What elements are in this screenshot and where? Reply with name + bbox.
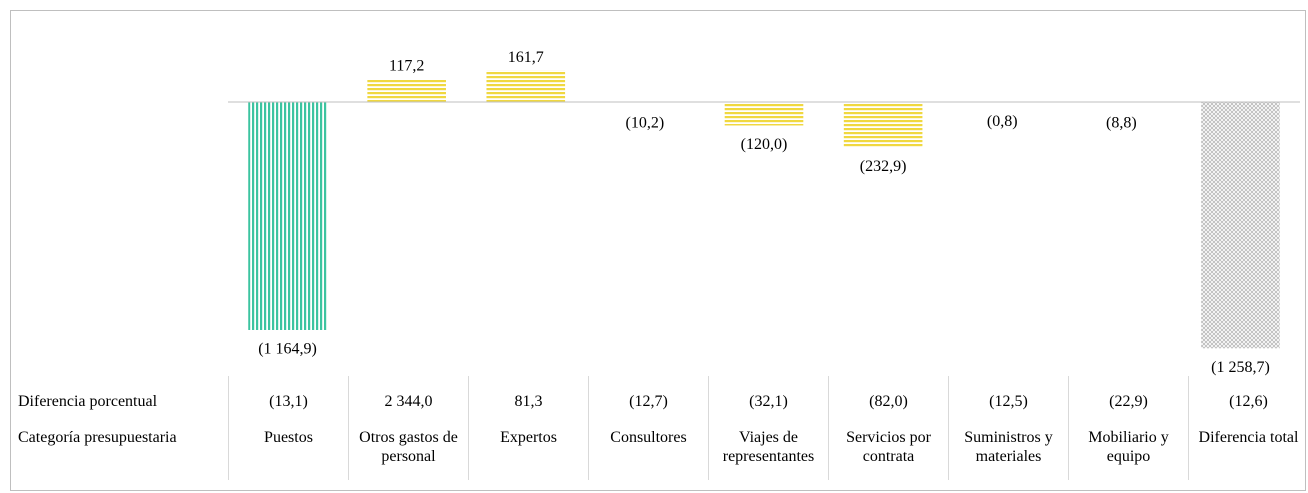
category-label: Expertos	[468, 428, 589, 480]
value-label: (232,9)	[860, 158, 907, 175]
bar	[1082, 101, 1161, 104]
percent-difference: (12,6)	[1188, 376, 1308, 428]
bar	[486, 70, 566, 102]
row-label: Categoría presupuestaria	[18, 429, 177, 446]
category-label: Puestos	[228, 428, 349, 480]
value-label: (1 258,7)	[1211, 359, 1270, 376]
category-label: Diferencia total	[1188, 428, 1308, 480]
percent-difference: (22,9)	[1068, 376, 1189, 428]
bar	[843, 101, 923, 148]
category-label: Mobiliario y equipo	[1068, 428, 1189, 480]
value-label: (10,2)	[626, 115, 665, 132]
percent-difference: (12,5)	[948, 376, 1069, 428]
value-label: (0,8)	[987, 113, 1018, 130]
value-label: 161,7	[508, 49, 544, 66]
value-label: (8,8)	[1106, 114, 1137, 131]
percent-difference: (13,1)	[228, 376, 349, 428]
category-label: Consultores	[588, 428, 709, 480]
data-table: Diferencia porcentual (13,1) 2 344,0 81,3 (1…	[18, 376, 1308, 480]
bar	[605, 101, 685, 104]
category-label: Suministros y materiales	[948, 428, 1069, 480]
value-label: (1 164,9)	[258, 341, 317, 358]
frame	[10, 10, 1306, 491]
value-label: 117,2	[389, 58, 424, 75]
value-label: (120,0)	[741, 136, 788, 153]
bar	[1201, 101, 1280, 349]
percent-difference: 2 344,0	[348, 376, 469, 428]
category-label: Servicios por contrata	[828, 428, 949, 480]
percent-difference: (12,7)	[588, 376, 709, 428]
bar	[724, 101, 804, 126]
category-label: Viajes de representantes	[708, 428, 829, 480]
category-label: Otros gastos de personal	[348, 428, 469, 480]
row-label: Diferencia porcentual	[18, 393, 158, 410]
bar	[367, 79, 446, 102]
percent-difference: 81,3	[468, 376, 589, 428]
percent-difference: (82,0)	[828, 376, 949, 428]
bar	[248, 101, 327, 330]
percent-difference: (32,1)	[708, 376, 829, 428]
